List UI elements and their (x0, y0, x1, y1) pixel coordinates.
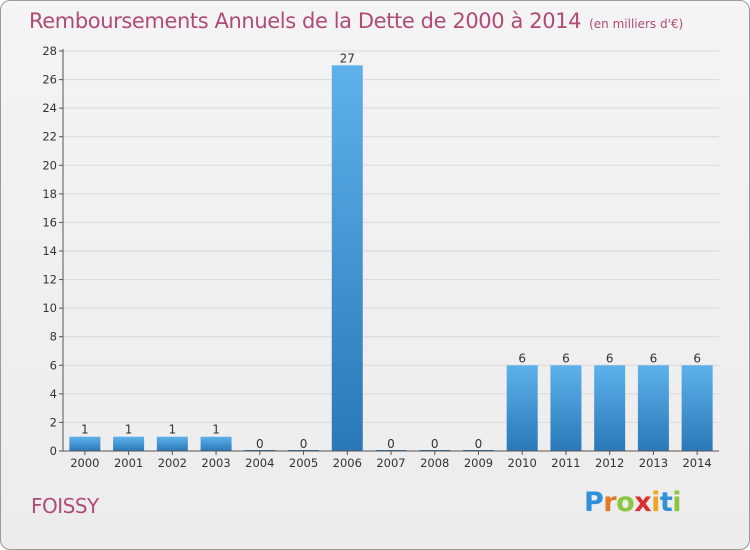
x-tick-label-2007: 2007 (376, 456, 405, 470)
x-tick-label-2013: 2013 (639, 456, 668, 470)
bar-2003[interactable] (200, 436, 232, 451)
y-tick-label: 22 (42, 130, 57, 144)
value-label-2000: 1 (81, 423, 89, 437)
y-tick-label: 4 (50, 387, 57, 401)
x-tick-label-2004: 2004 (245, 456, 274, 470)
y-tick-label: 6 (50, 358, 57, 372)
y-tick-label: 20 (42, 158, 57, 172)
x-tick-label-2009: 2009 (464, 456, 493, 470)
logo-letter: i (651, 487, 660, 518)
value-label-2014: 6 (693, 351, 701, 365)
value-label-2012: 6 (606, 351, 614, 365)
value-label-2013: 6 (650, 351, 658, 365)
y-tick-label: 28 (42, 44, 57, 58)
y-tick-label: 24 (42, 101, 57, 115)
value-label-2004: 0 (256, 437, 264, 451)
y-tick-label: 10 (42, 301, 57, 315)
place-name: FOISSY (31, 494, 99, 518)
x-tick-label-2006: 2006 (333, 456, 362, 470)
bars (69, 65, 713, 452)
y-tick-label: 8 (50, 330, 57, 344)
y-tick-label: 0 (50, 444, 57, 458)
logo-letter: x (634, 487, 652, 518)
x-tick-label-2001: 2001 (114, 456, 143, 470)
x-tick-label-2005: 2005 (289, 456, 318, 470)
value-label-2003: 1 (212, 423, 220, 437)
x-tick-label-2008: 2008 (420, 456, 449, 470)
grid-lines (63, 50, 719, 423)
value-label-2007: 0 (387, 437, 395, 451)
x-tick-label-2003: 2003 (201, 456, 230, 470)
value-label-2006: 27 (340, 51, 355, 65)
labels: 0246810121416182022242628120001200112002… (42, 44, 711, 470)
value-label-2009: 0 (475, 437, 483, 451)
axes (59, 49, 719, 455)
x-tick-label-2010: 2010 (508, 456, 537, 470)
logo-letter: P (584, 487, 604, 518)
bar-2012[interactable] (594, 365, 626, 451)
x-tick-label-2012: 2012 (595, 456, 624, 470)
bar-2010[interactable] (506, 365, 538, 451)
value-label-2005: 0 (300, 437, 308, 451)
value-label-2002: 1 (169, 423, 177, 437)
bar-2014[interactable] (681, 365, 713, 451)
logo-letter: t (659, 487, 673, 518)
y-tick-label: 16 (42, 215, 57, 229)
bar-2002[interactable] (156, 436, 188, 451)
y-tick-label: 14 (42, 244, 57, 258)
bar-2013[interactable] (637, 365, 669, 451)
logo-letter: i (672, 487, 682, 518)
title-unit: (en milliers d'€) (589, 17, 684, 31)
value-label-2001: 1 (125, 423, 133, 437)
logo-letter: r (603, 487, 617, 518)
x-tick-label-2011: 2011 (551, 456, 580, 470)
y-tick-label: 12 (42, 273, 57, 287)
bar-2001[interactable] (113, 436, 145, 451)
bar-2000[interactable] (69, 436, 101, 451)
y-tick-label: 2 (50, 415, 57, 429)
y-tick-label: 18 (42, 187, 57, 201)
bar-2006[interactable] (331, 65, 363, 452)
bar-2011[interactable] (550, 365, 582, 451)
value-label-2008: 0 (431, 437, 439, 451)
x-tick-label-2000: 2000 (70, 456, 99, 470)
chart-title: Remboursements Annuels de la Dette de 20… (29, 9, 683, 33)
value-label-2011: 6 (562, 351, 570, 365)
title-text: Remboursements Annuels de la Dette de 20… (29, 9, 582, 33)
value-label-2010: 6 (518, 351, 526, 365)
proxiti-logo[interactable]: Proxiti (584, 487, 682, 518)
logo-letter: o (616, 487, 635, 518)
y-tick-label: 26 (42, 73, 57, 87)
x-tick-label-2002: 2002 (158, 456, 187, 470)
x-tick-label-2014: 2014 (682, 456, 711, 470)
